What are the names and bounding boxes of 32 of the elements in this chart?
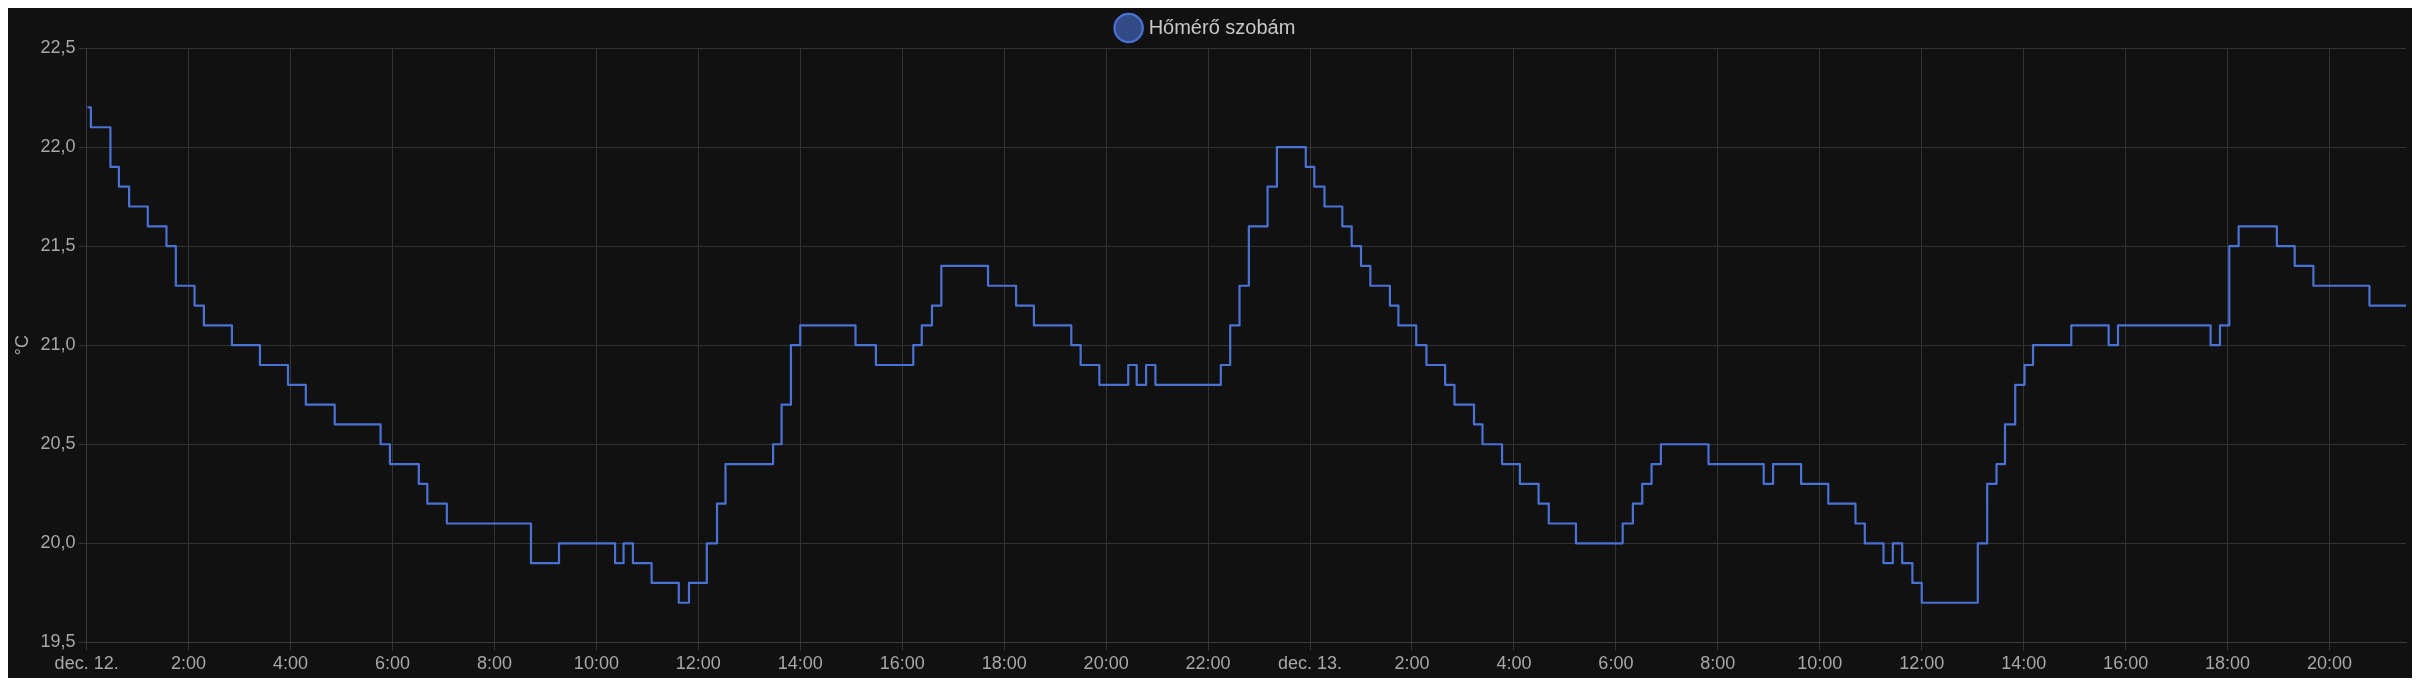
x-tick-label: 10:00 <box>1797 653 1843 674</box>
y-tick-label: 20,0 <box>40 532 76 553</box>
x-tick-label: 12:00 <box>1899 653 1945 674</box>
x-tick-label: 20:00 <box>2307 653 2353 674</box>
x-tick-label: dec. 12. <box>54 653 119 674</box>
x-tick-label: 6:00 <box>374 653 411 674</box>
x-tick-label: 20:00 <box>1083 653 1129 674</box>
x-tick-label: 2:00 <box>1394 653 1430 674</box>
y-tick-label: 22,0 <box>40 136 76 157</box>
x-tick-label: 16:00 <box>879 653 925 674</box>
y-tick-label: 21,5 <box>40 235 76 256</box>
x-tick-label: 18:00 <box>2205 653 2251 674</box>
x-tick-label: 6:00 <box>1598 653 1634 674</box>
x-tick-label: 8:00 <box>476 653 512 674</box>
x-tick-label: 8:00 <box>1700 653 1736 674</box>
x-tick-label: 14:00 <box>2001 653 2047 674</box>
legend-label: Hőmérő szobám <box>1148 15 1296 38</box>
x-tick-label: 2:00 <box>171 653 207 674</box>
y-tick-label: 20,5 <box>40 433 76 454</box>
x-tick-label: dec. 13. <box>1278 653 1343 674</box>
x-tick-label: 16:00 <box>2103 653 2149 674</box>
y-tick-label: 21,0 <box>40 334 76 355</box>
y-tick-label: 19,5 <box>40 631 76 652</box>
y-axis-title: °C <box>11 335 32 356</box>
x-tick-label: 12:00 <box>675 653 721 674</box>
x-tick-label: 10:00 <box>573 653 619 674</box>
x-tick-label: 18:00 <box>981 653 1027 674</box>
x-tick-label: 4:00 <box>1496 653 1532 674</box>
x-tick-label: 4:00 <box>273 653 309 674</box>
x-tick-label: 14:00 <box>777 653 823 674</box>
x-tick-label: 22:00 <box>1185 653 1231 674</box>
y-tick-label: 22,5 <box>40 36 76 57</box>
